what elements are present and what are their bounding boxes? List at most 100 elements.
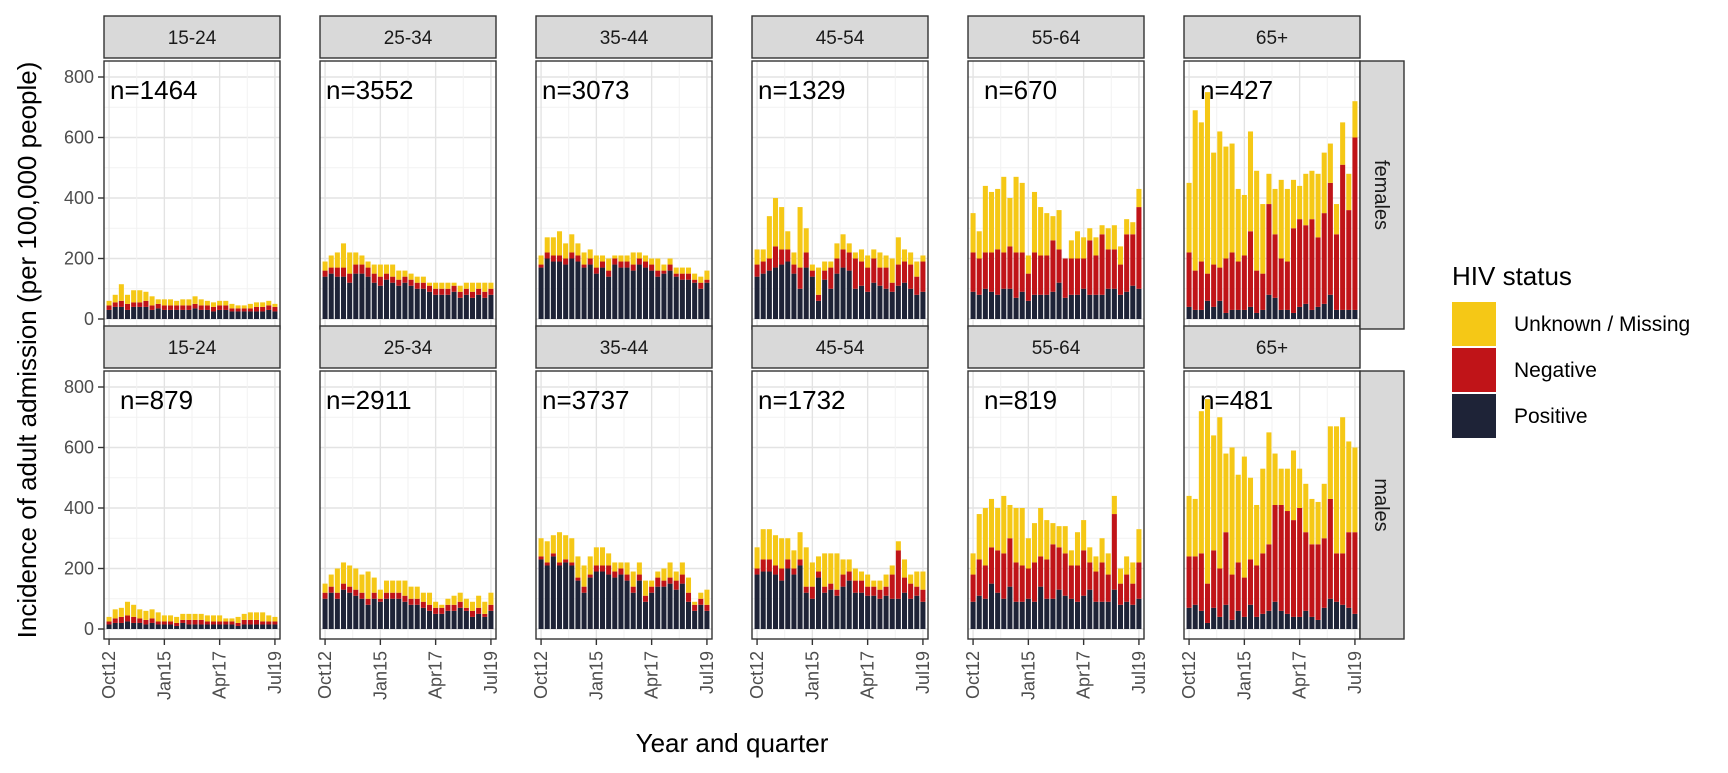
- facet-strip-column: [103, 325, 281, 369]
- bar-negative: [1211, 550, 1217, 608]
- bar-unknown: [544, 541, 550, 563]
- bar-unknown: [463, 282, 469, 289]
- x-tick-label: Oct12: [99, 651, 119, 699]
- bar-negative: [1223, 532, 1229, 605]
- bar-negative: [1278, 504, 1284, 611]
- bar-positive: [161, 309, 167, 319]
- bar-positive: [198, 624, 204, 629]
- bar-unknown: [995, 508, 1001, 551]
- bar-negative: [451, 285, 457, 292]
- bar-negative: [1241, 577, 1247, 617]
- bar-negative: [754, 568, 760, 575]
- bar-positive: [791, 574, 797, 629]
- panel-border: [967, 370, 1145, 640]
- bar-unknown: [661, 568, 667, 581]
- bar-negative: [914, 586, 920, 596]
- bar-unknown: [328, 255, 334, 268]
- bar-positive: [803, 592, 809, 629]
- bar-positive: [235, 625, 241, 629]
- bar-positive: [1266, 294, 1272, 319]
- bar-negative: [809, 270, 815, 277]
- bar-unknown: [1093, 237, 1099, 256]
- bar-unknown: [1272, 188, 1278, 235]
- bar-positive: [809, 276, 815, 319]
- bar-unknown: [550, 535, 556, 554]
- bar-unknown: [550, 237, 556, 256]
- bar-unknown: [390, 580, 396, 593]
- bar-negative: [229, 621, 235, 625]
- bar-negative: [445, 604, 451, 611]
- bar-unknown: [982, 508, 988, 566]
- bar-positive: [901, 592, 908, 629]
- bar-positive: [544, 258, 550, 319]
- bar-unknown: [1211, 152, 1217, 265]
- bar-positive: [661, 273, 667, 319]
- bar-unknown: [1056, 526, 1062, 548]
- bar-positive: [1093, 601, 1099, 629]
- bar-unknown: [655, 571, 661, 578]
- bar-unknown: [673, 267, 679, 274]
- bar-negative: [229, 308, 235, 312]
- x-tick-label: Jul19: [697, 651, 717, 694]
- bar-positive: [914, 595, 920, 629]
- bar-positive: [124, 309, 131, 319]
- bar-unknown: [883, 574, 889, 587]
- bar-positive: [174, 309, 180, 319]
- bar-positive: [143, 624, 149, 629]
- bar-positive: [1111, 288, 1117, 319]
- bar-unknown: [1025, 255, 1031, 274]
- bar-unknown: [791, 550, 797, 569]
- bar-unknown: [377, 589, 383, 599]
- y-tick-label: 600: [64, 128, 94, 148]
- bar-unknown: [112, 294, 118, 303]
- bar-negative: [1260, 553, 1266, 614]
- x-tick-label: Apr17: [858, 651, 878, 699]
- bar-positive: [970, 291, 976, 319]
- panel-n-label: n=481: [1200, 385, 1273, 415]
- bar-positive: [272, 311, 278, 319]
- bar-positive: [1186, 306, 1192, 319]
- bar-negative: [1025, 273, 1031, 301]
- bar-unknown: [1223, 453, 1229, 533]
- bar-positive: [260, 311, 266, 319]
- bar-unknown: [982, 185, 988, 253]
- bar-unknown: [569, 234, 575, 253]
- bar-negative: [982, 252, 988, 289]
- bar-unknown: [667, 258, 673, 265]
- bar-unknown: [210, 615, 217, 622]
- bar-negative: [1025, 568, 1031, 599]
- bar-unknown: [1346, 441, 1352, 533]
- bar-positive: [698, 604, 704, 629]
- bar-positive: [1290, 616, 1297, 629]
- bar-positive: [186, 309, 192, 319]
- bar-negative: [988, 252, 995, 292]
- bar-negative: [1352, 532, 1358, 614]
- bar-positive: [253, 311, 260, 319]
- x-tick-label: Oct12: [747, 651, 767, 699]
- bar-negative: [1241, 255, 1247, 310]
- bar-unknown: [581, 565, 587, 587]
- bar-positive: [408, 285, 414, 319]
- bar-positive: [599, 571, 606, 629]
- bar-unknown: [334, 568, 340, 593]
- bar-positive: [1136, 288, 1142, 319]
- bar-negative: [247, 308, 253, 312]
- bar-negative: [377, 598, 383, 602]
- bar-positive: [402, 601, 408, 629]
- bar-unknown: [1074, 532, 1081, 566]
- facet-strip-column-label: 65+: [1256, 28, 1288, 49]
- bar-unknown: [563, 535, 569, 560]
- bar-positive: [1235, 610, 1241, 629]
- bar-negative: [1031, 562, 1038, 602]
- bar-positive: [754, 276, 760, 319]
- bar-unknown: [482, 282, 488, 292]
- bar-unknown: [340, 243, 347, 268]
- bar-positive: [482, 616, 488, 629]
- bar-positive: [1217, 300, 1223, 319]
- facet-strip-column: [535, 325, 713, 369]
- bar-positive: [1247, 604, 1254, 629]
- bar-positive: [334, 598, 340, 629]
- bar-positive: [426, 610, 433, 629]
- bar-unknown: [1186, 495, 1192, 557]
- bar-unknown: [1081, 520, 1087, 551]
